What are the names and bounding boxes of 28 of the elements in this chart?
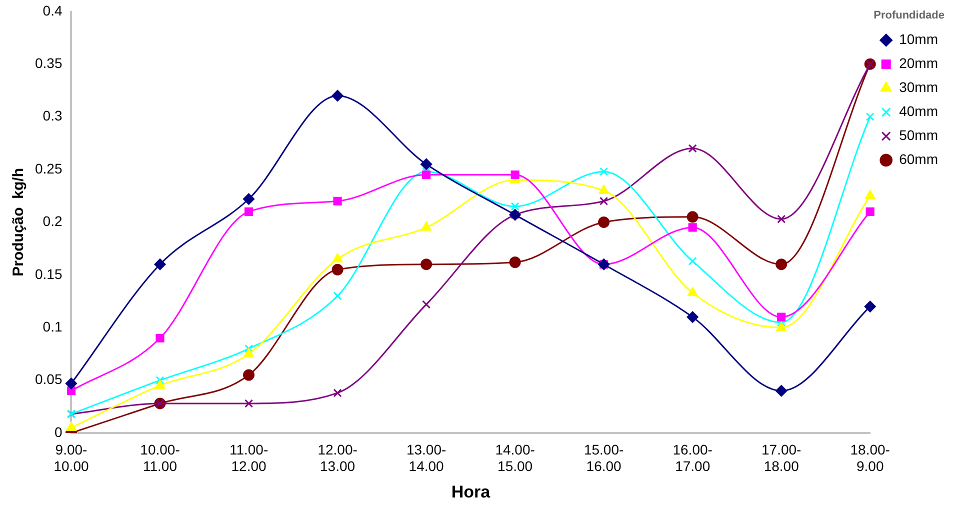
x-tick-label: 17.00- 18.00 — [761, 441, 802, 474]
legend-label: 10mm — [899, 31, 938, 48]
x-axis-title: Hora — [451, 482, 491, 502]
x-tick-label: 12.00- 13.00 — [318, 441, 358, 474]
y-axis-title: Produção kg/h — [10, 168, 28, 276]
legend-label: 50mm — [899, 127, 938, 144]
legend-label: 40mm — [899, 103, 938, 120]
y-tick-label: 0.35 — [35, 54, 62, 71]
x-tick-label: 11.00- 12.00 — [229, 441, 268, 474]
legend-label: 20mm — [899, 55, 938, 72]
x-tick-label: 18.00- 9.00 — [850, 441, 890, 474]
y-tick-label: 0.05 — [35, 371, 62, 388]
x-tick-label: 9.00- 10.00 — [54, 441, 89, 474]
x-tick-label: 15.00- 16.00 — [584, 441, 624, 474]
legend-label: 30mm — [899, 79, 938, 96]
legend-title: Profundidade — [874, 10, 944, 22]
y-tick-label: 0.2 — [42, 213, 62, 230]
y-tick-label: 0.1 — [42, 318, 62, 334]
y-tick-label: 0.25 — [35, 160, 62, 176]
x-tick-label: 10.00- 11.00 — [140, 441, 180, 474]
x-tick-label: 13.00- 14.00 — [406, 441, 446, 474]
x-tick-label: 14.00- 15.00 — [495, 441, 536, 474]
y-tick-label: 0.3 — [42, 108, 62, 124]
y-tick-label: 0.15 — [35, 266, 62, 282]
x-tick-label: 16.00- 17.00 — [672, 441, 713, 474]
y-tick-label: 0 — [54, 424, 62, 440]
y-tick-label: 0.4 — [42, 2, 62, 18]
legend-label: 60mm — [899, 151, 938, 168]
